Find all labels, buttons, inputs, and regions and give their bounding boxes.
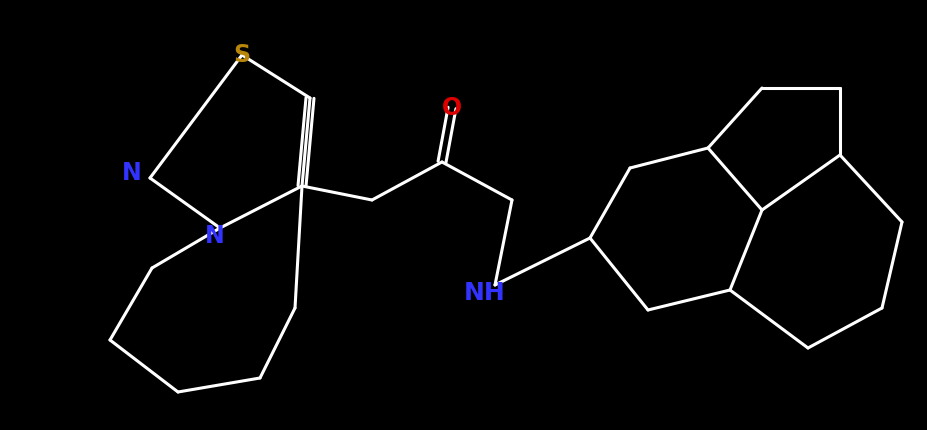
Text: S: S bbox=[234, 43, 250, 67]
Text: NH: NH bbox=[464, 281, 505, 305]
Text: N: N bbox=[205, 224, 224, 248]
Text: N: N bbox=[122, 161, 142, 185]
Text: O: O bbox=[441, 96, 462, 120]
